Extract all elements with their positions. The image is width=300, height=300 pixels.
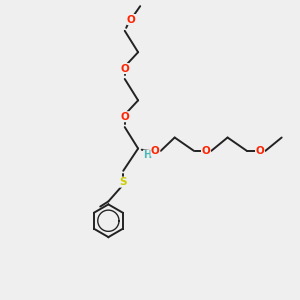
Text: O: O	[151, 146, 160, 156]
Text: O: O	[120, 64, 129, 74]
Text: O: O	[202, 146, 210, 156]
Text: O: O	[120, 112, 129, 122]
Text: S: S	[119, 177, 127, 187]
Text: O: O	[256, 146, 264, 156]
Text: H: H	[144, 150, 152, 160]
Text: O: O	[127, 14, 136, 25]
